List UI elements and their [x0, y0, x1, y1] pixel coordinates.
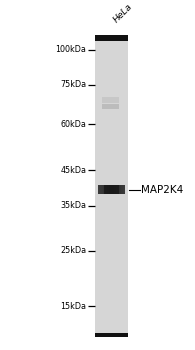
Bar	[112, 185, 113, 194]
Text: HeLa: HeLa	[112, 2, 134, 25]
Bar	[110, 185, 111, 194]
Bar	[95, 332, 128, 337]
Bar	[100, 185, 101, 194]
Bar	[106, 185, 107, 194]
Bar	[114, 185, 115, 194]
Bar	[104, 185, 119, 194]
Bar	[103, 97, 119, 103]
Bar	[107, 185, 108, 194]
Bar	[98, 185, 99, 194]
Bar	[121, 185, 122, 194]
Text: MAP2K4: MAP2K4	[141, 184, 183, 195]
Bar	[105, 185, 106, 194]
Text: 45kDa: 45kDa	[60, 166, 86, 175]
Text: 75kDa: 75kDa	[60, 80, 86, 89]
Bar	[122, 185, 123, 194]
Bar	[95, 35, 128, 337]
Bar	[115, 185, 116, 194]
Bar	[120, 185, 121, 194]
Text: 15kDa: 15kDa	[60, 302, 86, 311]
Bar	[118, 185, 119, 194]
Bar	[113, 185, 114, 194]
Text: 25kDa: 25kDa	[60, 246, 86, 256]
Bar	[103, 185, 104, 194]
Bar	[117, 185, 118, 194]
Bar	[109, 185, 110, 194]
Bar	[105, 185, 106, 194]
Bar	[113, 185, 115, 194]
Bar	[111, 185, 112, 194]
Bar	[102, 185, 103, 194]
Bar	[124, 185, 125, 194]
Text: 60kDa: 60kDa	[61, 120, 86, 129]
Bar	[95, 35, 128, 41]
Bar	[99, 185, 100, 194]
Bar	[104, 185, 105, 194]
Bar	[119, 185, 120, 194]
Bar	[108, 185, 109, 194]
Bar	[103, 104, 119, 109]
Text: 35kDa: 35kDa	[60, 201, 86, 210]
Bar	[116, 185, 117, 194]
Bar	[123, 185, 124, 194]
Bar	[123, 185, 125, 194]
Bar	[101, 185, 102, 194]
Text: 100kDa: 100kDa	[56, 45, 86, 54]
